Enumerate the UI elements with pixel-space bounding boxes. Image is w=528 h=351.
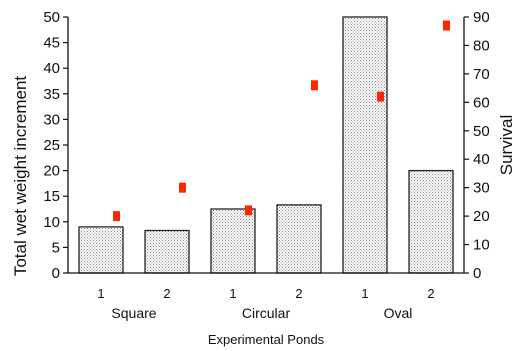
survival-point-5 [377,91,384,102]
survival-point-4 [311,80,318,91]
y2-tick-label-10: 10 [473,237,490,254]
x-tick-label-6: 2 [427,286,434,301]
y-tick-label-15: 15 [43,188,60,205]
points-layer [113,20,450,222]
y-tick-label-40: 40 [43,60,60,77]
y2-tick-label-80: 80 [473,37,490,54]
survival-point-6 [443,20,450,31]
x-tick-label-5: 1 [361,286,368,301]
axes-layer [63,16,469,274]
x-tick-label-2: 2 [163,286,170,301]
x-tick-label-1: 1 [97,286,104,301]
y-tick-label-10: 10 [43,214,60,231]
y-tick-label-5: 5 [52,239,60,256]
group-label-circular: Circular [242,305,291,321]
y-tick-label-45: 45 [43,35,60,52]
bar-4 [276,204,322,274]
group-label-square: Square [111,305,156,321]
x-tick-label-3: 1 [229,286,236,301]
y2-tick-label-60: 60 [473,94,490,111]
y2-tick-label-40: 40 [473,151,490,168]
y-tick-label-35: 35 [43,86,60,103]
y-tick-label-25: 25 [43,137,60,154]
group-label-oval: Oval [384,305,413,321]
y2-tick-label-0: 0 [473,265,481,282]
survival-point-1 [113,211,120,222]
y-tick-label-0: 0 [52,265,60,282]
y2-tick-label-90: 90 [473,9,490,26]
bar-3 [210,208,256,274]
y2-tick-label-70: 70 [473,66,490,83]
y-tick-label-50: 50 [43,9,60,26]
survival-point-3 [245,205,252,216]
y2-tick-label-50: 50 [473,123,490,140]
bar-2 [144,229,190,274]
labels-layer: Total wet weight increment Survival Expe… [11,9,516,347]
bar-6 [408,169,454,274]
x-axis-title: Experimental Ponds [208,332,325,347]
survival-point-2 [179,182,186,193]
y-tick-label-20: 20 [43,163,60,180]
x-tick-label-4: 2 [295,286,302,301]
y-tick-label-30: 30 [43,111,60,128]
y2-tick-label-30: 30 [473,180,490,197]
bar-1 [78,226,124,274]
y-axis-title: Total wet weight increment [11,76,30,277]
bars-layer [78,16,454,274]
y2-axis-title: Survival [497,115,516,175]
bar-5 [342,16,388,274]
y2-tick-label-20: 20 [473,208,490,225]
